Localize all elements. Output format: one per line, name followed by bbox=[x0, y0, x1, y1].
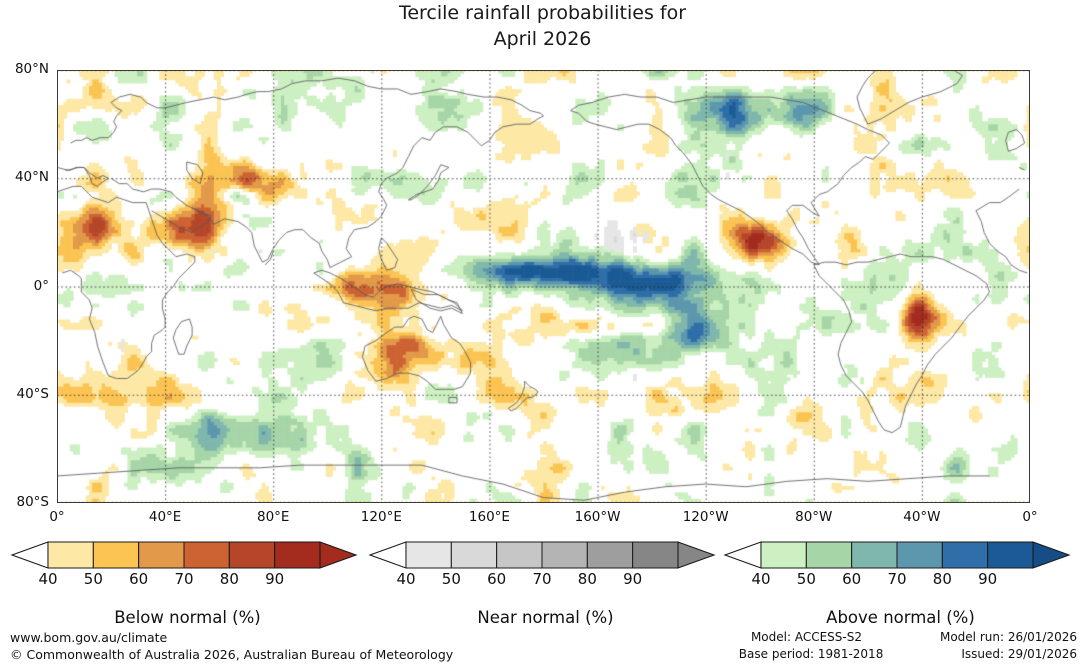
longitude-tick-6: 120°W bbox=[682, 509, 729, 525]
footer-right: Model: ACCESS-S2 Model run: 26/01/2026 B… bbox=[739, 629, 1077, 663]
copyright-label: © Commonwealth of Australia 2026, Austra… bbox=[10, 647, 454, 662]
longitude-tick-2: 80°E bbox=[256, 509, 290, 525]
colorbar-1-tick-50: 50 bbox=[441, 570, 461, 588]
longitude-tick-0: 0° bbox=[49, 509, 65, 525]
longitude-tick-5: 160°W bbox=[574, 509, 621, 525]
colorbar-2-tick-60: 60 bbox=[842, 570, 862, 588]
colorbar-1-tick-60: 60 bbox=[487, 570, 507, 588]
latitude-tick-80N: 80°N bbox=[14, 61, 49, 77]
map-container bbox=[57, 70, 1030, 503]
colorbar-1-tick-70: 70 bbox=[532, 570, 552, 588]
colorbar-0-tick-70: 70 bbox=[174, 570, 194, 588]
colorbar-2-title: Above normal (%) bbox=[826, 608, 975, 627]
colorbar-1-tick-80: 80 bbox=[577, 570, 597, 588]
colorbar-0-tick-90: 90 bbox=[265, 570, 285, 588]
longitude-tick-9: 0° bbox=[1022, 509, 1038, 525]
colorbar-2-tick-50: 50 bbox=[796, 570, 816, 588]
issued-label: Issued: 29/01/2026 bbox=[961, 647, 1077, 661]
colorbar-2-tick-40: 40 bbox=[751, 570, 771, 588]
latitude-tick-40S: 40°S bbox=[16, 385, 50, 402]
colorbar-1-tick-90: 90 bbox=[623, 570, 643, 588]
latitude-tick-80S: 80°S bbox=[16, 494, 50, 510]
base-period-label: Base period: 1981-2018 bbox=[738, 647, 884, 661]
latitude-tick-40N: 40°N bbox=[14, 169, 49, 186]
colorbar-1-tick-40: 40 bbox=[396, 570, 416, 588]
model-label: Model: ACCESS-S2 bbox=[750, 630, 862, 644]
colorbar-2-tick-80: 80 bbox=[932, 570, 952, 588]
footer-left: www.bom.gov.au/climate © Commonwealth of… bbox=[10, 629, 453, 663]
tercile-probability-map bbox=[57, 70, 1030, 503]
colorbar-0: 40 50 60 70 80 90 Below normal (%) bbox=[10, 541, 365, 627]
colorbar-0-tick-40: 40 bbox=[38, 570, 58, 588]
colorbar-0-tick-50: 50 bbox=[83, 570, 103, 588]
longitude-tick-4: 160°E bbox=[468, 509, 510, 525]
latitude-tick-0: 0° bbox=[33, 277, 49, 294]
title-line-2: April 2026 bbox=[493, 28, 592, 50]
longitude-tick-8: 40°W bbox=[903, 509, 941, 525]
colorbar-2-tick-90: 90 bbox=[978, 570, 998, 588]
colorbar-2: 40 50 60 70 80 90 Above normal (%) bbox=[723, 541, 1078, 627]
longitude-tick-1: 40°E bbox=[148, 509, 182, 525]
page-title: Tercile rainfall probabilities for April… bbox=[0, 0, 1085, 52]
colorbar-0-title: Below normal (%) bbox=[114, 608, 261, 627]
colorbar-1: 40 50 60 70 80 90 Near normal (%) bbox=[368, 541, 723, 627]
colorbar-0-tick-80: 80 bbox=[219, 570, 239, 588]
longitude-tick-3: 120°E bbox=[360, 509, 402, 525]
model-run-label: Model run: 26/01/2026 bbox=[939, 630, 1077, 644]
colorbar-1-title: Near normal (%) bbox=[477, 608, 614, 627]
title-line-1: Tercile rainfall probabilities for bbox=[398, 2, 687, 24]
longitude-tick-7: 80°W bbox=[795, 509, 833, 525]
website-label: www.bom.gov.au/climate bbox=[10, 630, 168, 645]
colorbar-2-tick-70: 70 bbox=[887, 570, 907, 588]
colorbar-0-tick-60: 60 bbox=[129, 570, 149, 588]
